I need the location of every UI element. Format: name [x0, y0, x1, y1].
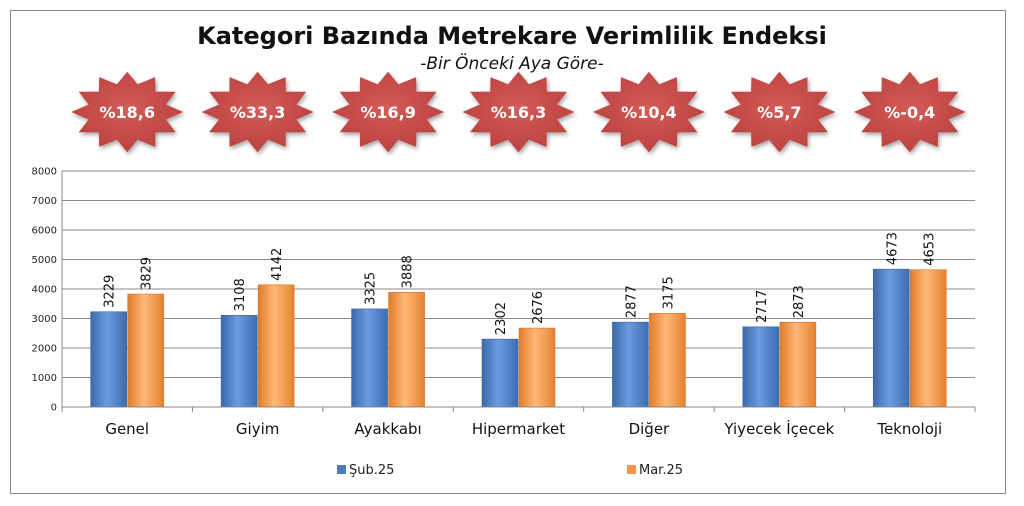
y-tick-label: 6000 — [32, 226, 57, 237]
data-label: 4673 — [885, 232, 900, 265]
bar-series-1 — [481, 338, 519, 408]
change-badge-star — [723, 71, 836, 153]
data-label: 4142 — [270, 248, 285, 281]
y-tick-label: 8000 — [32, 167, 57, 178]
bar-series-1 — [742, 326, 780, 408]
category-label: Yiyecek İçecek — [723, 419, 834, 438]
data-label: 3888 — [401, 255, 416, 288]
chart-title: Kategori Bazında Metrekare Verimlilik En… — [197, 22, 827, 50]
change-badge-star — [201, 71, 314, 153]
legend-swatch — [337, 465, 346, 474]
bar-series-1 — [872, 268, 910, 408]
data-label: 2873 — [792, 285, 807, 318]
bar-series-1 — [220, 315, 258, 408]
bar-series-2 — [909, 269, 947, 408]
legend-swatch — [627, 465, 636, 474]
change-badge-label: %10,4 — [621, 103, 677, 122]
y-tick-label: 1000 — [32, 373, 57, 384]
y-tick-label: 4000 — [32, 285, 57, 296]
legend-label: Şub.25 — [349, 463, 394, 478]
bar-series-2 — [649, 313, 686, 408]
data-label: 3229 — [103, 275, 118, 308]
change-badge-star — [71, 71, 184, 153]
y-tick-label: 3000 — [32, 314, 57, 325]
y-tick-label: 2000 — [32, 344, 57, 355]
category-label: Diğer — [629, 420, 670, 438]
data-label: 3108 — [233, 278, 248, 311]
bar-series-1 — [612, 321, 649, 408]
change-badge-label: %16,3 — [491, 103, 547, 122]
change-badge-label: %16,9 — [360, 103, 416, 122]
change-badge-label: %5,7 — [757, 103, 801, 122]
data-label: 3325 — [364, 272, 379, 305]
chart-subtitle: -Bir Önceki Aya Göre- — [420, 54, 604, 74]
change-badge-star — [853, 71, 966, 153]
bar-series-2 — [257, 284, 295, 408]
bar-series-2 — [779, 321, 817, 408]
change-badge-label: %33,3 — [230, 103, 286, 122]
data-label: 2717 — [755, 290, 770, 323]
change-badge-label: %18,6 — [99, 103, 155, 122]
bar-series-2 — [388, 292, 425, 408]
y-tick-label: 7000 — [32, 196, 57, 207]
y-tick-label: 5000 — [32, 255, 57, 266]
data-label: 2302 — [494, 302, 509, 335]
data-label: 2877 — [624, 285, 639, 318]
data-label: 2676 — [531, 291, 546, 324]
bar-series-2 — [518, 327, 556, 408]
category-label: Ayakkabı — [354, 420, 421, 438]
change-badge-label: %-0,4 — [884, 103, 935, 122]
data-label: 3829 — [140, 257, 155, 290]
category-label: Genel — [105, 420, 149, 438]
category-label: Giyim — [236, 420, 279, 438]
y-tick-label: 0 — [51, 403, 57, 414]
data-label: 4653 — [922, 233, 937, 266]
bar-series-1 — [90, 311, 128, 408]
category-label: Hipermarket — [472, 420, 565, 438]
data-label: 3175 — [661, 276, 676, 309]
change-badge-star — [462, 71, 575, 153]
category-label: Teknoloji — [876, 420, 942, 438]
change-badge-star — [332, 71, 445, 153]
bar-series-1 — [351, 308, 388, 408]
bar-series-2 — [127, 293, 165, 408]
legend-label: Mar.25 — [639, 463, 683, 478]
change-badge-star — [592, 71, 705, 153]
